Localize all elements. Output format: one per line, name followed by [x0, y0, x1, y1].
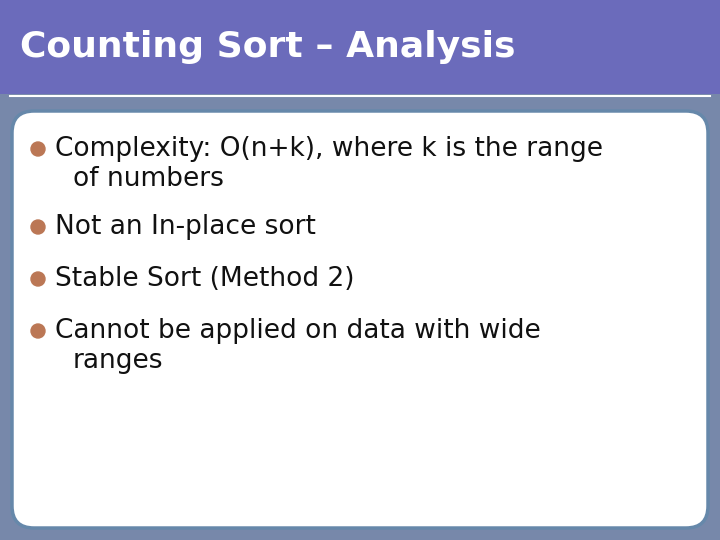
Circle shape	[31, 142, 45, 156]
Text: Stable Sort (Method 2): Stable Sort (Method 2)	[55, 266, 354, 292]
Text: ranges: ranges	[73, 348, 163, 374]
Text: Cannot be applied on data with wide: Cannot be applied on data with wide	[55, 318, 541, 344]
Text: Not an In-place sort: Not an In-place sort	[55, 214, 316, 240]
Circle shape	[31, 324, 45, 338]
Text: Complexity: O(n+k), where k is the range: Complexity: O(n+k), where k is the range	[55, 136, 603, 162]
FancyBboxPatch shape	[12, 111, 708, 528]
Text: Counting Sort – Analysis: Counting Sort – Analysis	[20, 30, 516, 64]
FancyBboxPatch shape	[0, 0, 720, 94]
Circle shape	[31, 220, 45, 234]
Text: of numbers: of numbers	[73, 166, 224, 192]
Circle shape	[31, 272, 45, 286]
